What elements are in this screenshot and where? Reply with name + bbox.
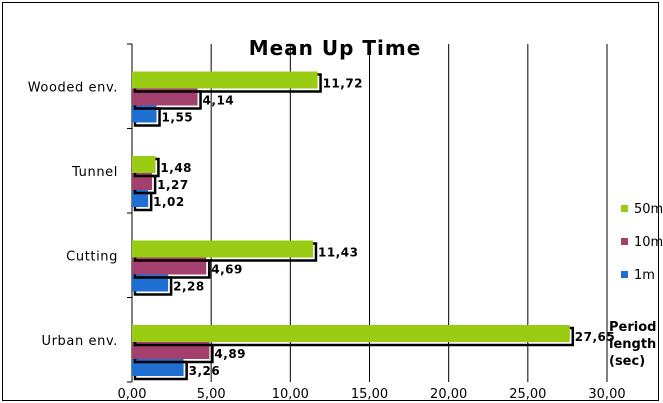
legend-label-50m: 50m: [634, 202, 663, 217]
x-tick-label-5: 25,00: [509, 387, 546, 402]
legend: 50m 10m 1m: [621, 202, 663, 283]
x-tick-label-1: 5,00: [197, 387, 226, 402]
bar-50m-3: [132, 71, 318, 89]
category-label-0: Urban env.: [41, 334, 118, 349]
annotation-line-1: length: [609, 337, 656, 352]
data-label-50m-2: 1,48: [160, 161, 192, 175]
legend-swatch-10m: [621, 238, 628, 245]
data-label-1m-1: 2,28: [173, 280, 205, 294]
period-length-annotation: Period length (sec): [609, 320, 656, 369]
category-label-1: Cutting: [66, 249, 118, 264]
legend-swatch-1m: [621, 271, 628, 278]
bars: [132, 71, 575, 381]
category-label-2: Tunnel: [71, 165, 118, 180]
x-tick-label-0: 0,00: [118, 387, 147, 402]
data-label-1m-0: 3,26: [189, 364, 221, 378]
legend-swatch-50m: [621, 205, 628, 212]
annotation-line-2: (sec): [609, 354, 645, 369]
legend-label-10m: 10m: [634, 235, 663, 250]
category-label-3: Wooded env.: [28, 80, 118, 95]
data-label-50m-1: 11,43: [318, 246, 358, 260]
chart-title: Mean Up Time: [249, 36, 422, 60]
data-labels: 3,26 4,89 27,65 2,28 4,69 11,43 1,02 1,27 1,48 1,…: [153, 77, 615, 379]
data-label-1m-2: 1,02: [153, 195, 185, 209]
x-tick-label-6: 30,00: [588, 387, 625, 402]
annotation-line-0: Period: [609, 320, 656, 335]
category-labels: Urban env. Cutting Tunnel Wooded env.: [28, 80, 118, 349]
x-axis-tick-labels: 0,00 5,00 10,00 15,00 20,00 25,00 30,00: [118, 387, 626, 402]
x-tick-label-3: 15,00: [351, 387, 388, 402]
legend-label-1m: 1m: [634, 268, 655, 283]
bar-50m-1: [132, 240, 313, 258]
bar-50m-2: [132, 156, 156, 173]
data-label-10m-1: 4,69: [211, 263, 243, 277]
data-label-10m-3: 4,14: [203, 94, 235, 108]
data-label-10m-2: 1,27: [157, 178, 189, 192]
data-label-1m-3: 1,55: [162, 111, 194, 125]
data-label-50m-3: 11,72: [323, 77, 363, 91]
x-tick-label-2: 10,00: [272, 387, 309, 402]
data-label-10m-0: 4,89: [214, 347, 246, 361]
data-label-50m-0: 27,65: [575, 330, 615, 344]
bar-50m-0: [132, 325, 570, 342]
x-tick-label-4: 20,00: [430, 387, 467, 402]
